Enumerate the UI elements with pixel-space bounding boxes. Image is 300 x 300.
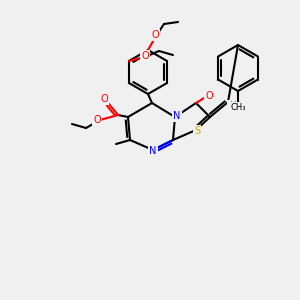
Text: N: N <box>173 111 181 121</box>
Text: O: O <box>141 51 149 61</box>
Text: N: N <box>149 146 157 156</box>
Text: O: O <box>93 115 101 125</box>
Text: H: H <box>229 101 235 110</box>
Text: S: S <box>194 126 200 136</box>
Text: O: O <box>100 94 108 104</box>
Text: O: O <box>151 30 159 40</box>
Text: CH₃: CH₃ <box>230 103 246 112</box>
Text: O: O <box>205 91 213 101</box>
